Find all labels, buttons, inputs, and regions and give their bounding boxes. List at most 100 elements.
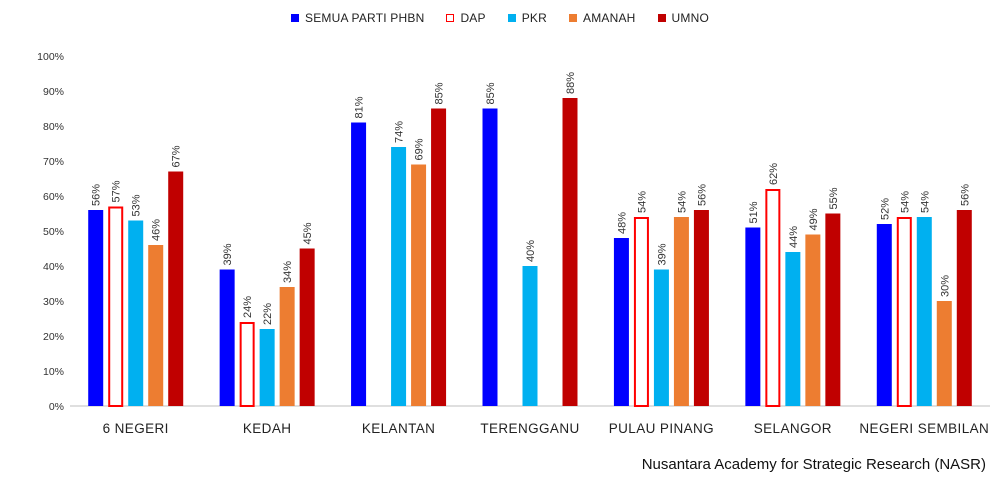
data-label-semua-parti-phbn-6-negeri: 56% [91,184,103,206]
y-tick-label-80: 80% [43,121,64,133]
bar-umno-terengganu [562,98,578,406]
data-label-semua-parti-phbn-pulau-pinang: 48% [616,212,628,234]
data-label-umno-kedah: 45% [302,222,314,244]
legend-label-pkr: PKR [521,11,547,25]
data-label-dap-6-negeri: 57% [111,180,123,202]
legend-swatch-semua-parti-phbn [290,14,299,22]
data-label-semua-parti-phbn-kelantan: 81% [354,96,366,118]
bar-semua-parti-phbn-6-negeri [88,210,104,406]
bar-semua-parti-phbn-pulau-pinang [613,238,629,406]
data-label-amanah-pulau-pinang: 54% [676,191,688,213]
legend-item-amanah: AMANAH [569,11,636,25]
data-label-umno-6-negeri: 67% [171,145,183,167]
data-label-semua-parti-phbn-kedah: 39% [222,243,234,265]
x-tick-label-kelantan: KELANTAN [362,421,435,436]
x-tick-label-negeri-sembilan: NEGERI SEMBILAN [859,421,989,436]
bar-amanah-kedah [279,287,295,406]
data-label-semua-parti-phbn-negeri-sembilan: 52% [879,198,891,220]
legend-item-pkr: PKR [507,11,547,25]
data-label-pkr-terengganu: 40% [525,240,537,262]
data-label-pkr-kelantan: 74% [394,121,406,143]
y-tick-label-0: 0% [49,401,64,413]
bar-dap-kedah [239,322,255,407]
bar-semua-parti-phbn-terengganu [482,108,498,406]
x-tick-label-pulau-pinang: PULAU PINANG [609,421,714,436]
bar-amanah-selangor [805,234,821,406]
bar-amanah-6-negeri [148,245,164,406]
legend-item-semua-parti-phbn: SEMUA PARTI PHBN [290,11,425,25]
data-label-dap-negeri-sembilan: 54% [899,191,911,213]
y-tick-label-50: 50% [43,226,64,238]
y-tick-label-40: 40% [43,261,64,273]
bar-umno-kedah [299,248,315,406]
bar-pkr-pulau-pinang [653,269,669,406]
bar-amanah-kelantan [411,164,427,406]
data-label-amanah-kelantan: 69% [414,138,426,160]
data-label-pkr-pulau-pinang: 39% [656,243,668,265]
bar-amanah-pulau-pinang [673,217,689,406]
y-tick-label-30: 30% [43,296,64,308]
data-label-umno-negeri-sembilan: 56% [959,184,971,206]
x-tick-label-kedah: KEDAH [243,421,292,436]
data-label-amanah-selangor: 49% [808,208,820,230]
legend-swatch-pkr [507,14,516,22]
bar-umno-kelantan [431,108,447,406]
bar-dap-6-negeri [108,206,124,407]
bar-pkr-negeri-sembilan [916,217,932,406]
y-tick-label-70: 70% [43,156,64,168]
legend: SEMUA PARTI PHBN DAP PKR AMANAH UMNO [0,11,1000,25]
bar-dap-pulau-pinang [633,217,649,407]
data-label-dap-pulau-pinang: 54% [636,191,648,213]
y-tick-label-100: 100% [37,51,64,63]
data-label-dap-selangor: 62% [768,163,780,185]
legend-item-dap: DAP [446,11,486,25]
legend-swatch-amanah [569,14,577,22]
data-label-umno-terengganu: 88% [565,72,577,94]
data-label-amanah-kedah: 34% [282,261,294,283]
bar-pkr-kedah [259,329,275,406]
bar-umno-selangor [825,213,841,406]
bar-amanah-negeri-sembilan [936,301,952,406]
legend-swatch-umno [657,14,666,22]
bar-pkr-terengganu [522,266,538,406]
bar-pkr-selangor [785,252,801,406]
bar-semua-parti-phbn-selangor [745,227,761,406]
data-label-semua-parti-phbn-terengganu: 85% [485,82,497,104]
bar-umno-negeri-sembilan [956,210,972,406]
source-credit: Nusantara Academy for Strategic Research… [641,456,986,473]
data-label-amanah-negeri-sembilan: 30% [939,275,951,297]
legend-label-semua-parti-phbn: SEMUA PARTI PHBN [304,11,425,25]
x-tick-label-terengganu: TERENGGANU [480,421,579,436]
y-tick-label-90: 90% [43,86,64,98]
bar-dap-selangor [765,189,781,407]
legend-item-umno: UMNO [657,11,710,25]
x-tick-label-selangor: SELANGOR [754,421,832,436]
legend-label-dap: DAP [460,11,486,25]
data-label-semua-parti-phbn-selangor: 51% [748,201,760,223]
data-label-pkr-selangor: 44% [788,226,800,248]
data-label-pkr-negeri-sembilan: 54% [919,191,931,213]
y-tick-label-20: 20% [43,331,64,343]
bar-semua-parti-phbn-kedah [219,269,235,406]
bar-pkr-6-negeri [128,220,144,406]
data-label-amanah-6-negeri: 46% [151,219,163,241]
data-label-umno-kelantan: 85% [434,82,446,104]
data-label-umno-selangor: 55% [828,187,840,209]
data-label-pkr-kedah: 22% [262,303,274,325]
data-label-dap-kedah: 24% [242,296,254,318]
legend-swatch-dap [446,14,455,22]
data-label-umno-pulau-pinang: 56% [696,184,708,206]
legend-label-amanah: AMANAH [583,11,636,25]
bar-pkr-kelantan [391,147,407,406]
bar-semua-parti-phbn-negeri-sembilan [876,224,892,406]
bar-umno-pulau-pinang [693,210,709,406]
legend-label-umno: UMNO [671,11,710,25]
x-tick-label-6-negeri: 6 NEGERI [103,421,169,436]
bar-dap-negeri-sembilan [896,217,912,407]
bar-umno-6-negeri [168,171,184,406]
bar-semua-parti-phbn-kelantan [351,122,367,406]
data-label-pkr-6-negeri: 53% [131,194,143,216]
y-tick-label-60: 60% [43,191,64,203]
y-tick-label-10: 10% [43,366,64,378]
